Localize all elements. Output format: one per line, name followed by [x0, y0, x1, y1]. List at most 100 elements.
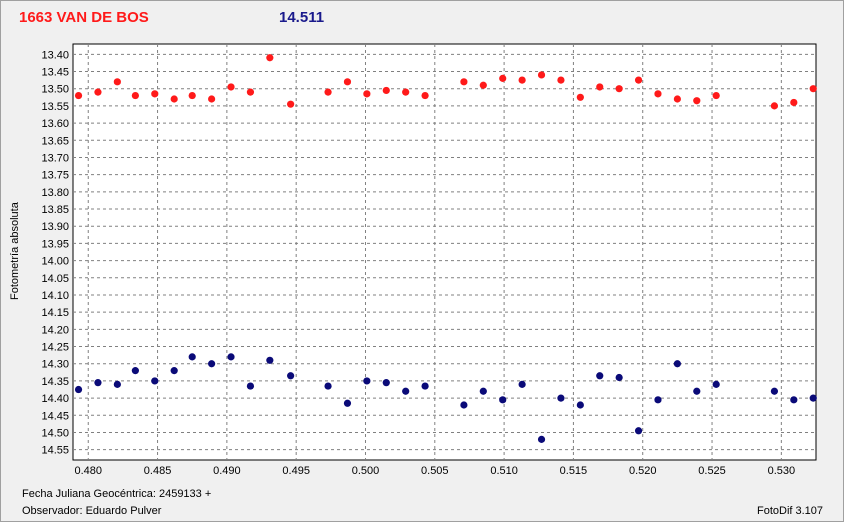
data-point: [382, 86, 390, 95]
data-point: [460, 401, 468, 409]
data-point: [654, 396, 662, 404]
data-point: [693, 387, 701, 395]
y-tick-label: 14.25: [41, 342, 69, 354]
x-tick-label: 0.510: [490, 465, 518, 477]
data-point: [74, 385, 83, 394]
y-tick-label: 14.55: [41, 445, 69, 457]
data-point: [634, 427, 643, 435]
y-tick-label: 13.90: [41, 221, 69, 233]
data-point: [576, 401, 584, 409]
y-tick-label: 14.40: [41, 393, 69, 405]
data-point: [343, 399, 352, 407]
data-point: [131, 367, 139, 375]
y-tick-label: 13.70: [41, 152, 69, 164]
data-point: [151, 377, 159, 385]
data-point: [421, 382, 429, 390]
x-tick-label: 0.530: [768, 465, 796, 477]
data-point: [537, 71, 546, 79]
y-tick-label: 13.50: [41, 84, 69, 96]
observer-label: Observador: Eduardo Pulver: [22, 505, 162, 517]
data-point: [208, 95, 216, 103]
data-point: [188, 91, 196, 100]
data-point: [227, 83, 235, 91]
x-axis-label: Fecha Juliana Geocéntrica: 2459133 +: [22, 488, 212, 500]
data-point: [131, 91, 139, 100]
data-point: [287, 100, 295, 108]
data-point: [673, 95, 681, 103]
data-point: [94, 88, 102, 96]
x-tick-label: 0.515: [560, 465, 588, 477]
tick-labels: 13.40 13.45 13.50 13.55 13.60 13.65 13.70 13.75…: [41, 49, 795, 477]
data-point: [518, 76, 526, 84]
x-tick-label: 0.485: [144, 465, 172, 477]
data-point: [208, 360, 216, 368]
data-point: [324, 88, 332, 96]
data-point: [712, 91, 720, 100]
data-point: [113, 380, 121, 388]
plot-area: [72, 43, 817, 461]
data-point: [634, 76, 643, 84]
data-point: [246, 88, 255, 96]
x-tick-label: 0.520: [629, 465, 657, 477]
data-point: [712, 380, 720, 388]
x-tick-label: 0.525: [698, 465, 726, 477]
data-point: [596, 372, 604, 380]
data-point: [94, 379, 102, 387]
y-tick-label: 14.30: [41, 359, 69, 371]
data-point: [537, 435, 546, 443]
data-point: [673, 360, 681, 368]
data-point: [479, 81, 487, 89]
y-tick-label: 14.10: [41, 290, 69, 302]
y-tick-label: 13.45: [41, 67, 69, 79]
y-tick-label: 13.60: [41, 118, 69, 130]
data-point: [576, 93, 584, 101]
grid-lines: [73, 44, 816, 460]
data-point: [287, 372, 295, 380]
y-tick-label: 13.40: [41, 49, 69, 61]
data-point: [246, 382, 255, 390]
y-tick-label: 13.75: [41, 170, 69, 182]
data-point: [343, 78, 352, 86]
data-point: [809, 394, 817, 402]
data-point: [227, 353, 235, 361]
data-point: [615, 85, 623, 93]
data-point: [790, 98, 798, 107]
data-point: [479, 387, 487, 395]
data-point: [654, 90, 662, 98]
data-point: [382, 379, 390, 387]
y-tick-label: 13.80: [41, 187, 69, 199]
data-point: [770, 387, 779, 395]
data-point: [596, 83, 604, 91]
y-tick-label: 13.65: [41, 135, 69, 147]
data-point: [170, 95, 178, 103]
y-tick-label: 14.50: [41, 427, 69, 439]
chart-subtitle-value: 14.511: [279, 9, 325, 26]
y-tick-label: 13.85: [41, 204, 69, 216]
y-axis-label: Fotometría absoluta: [9, 202, 21, 300]
y-tick-label: 14.20: [41, 324, 69, 336]
y-tick-label: 13.55: [41, 101, 69, 113]
data-point: [402, 88, 410, 96]
data-point: [499, 74, 507, 82]
data-point: [460, 78, 468, 86]
x-tick-label: 0.480: [74, 465, 102, 477]
y-tick-label: 14.00: [41, 256, 69, 268]
data-point: [499, 396, 507, 404]
data-point: [363, 90, 371, 98]
data-point: [188, 353, 196, 361]
y-tick-label: 14.35: [41, 376, 69, 388]
y-tick-label: 14.05: [41, 273, 69, 285]
data-point: [421, 91, 429, 100]
data-point: [363, 377, 371, 385]
data-point: [518, 380, 526, 388]
data-point: [170, 367, 178, 375]
data-point: [74, 91, 83, 100]
x-tick-label: 0.505: [421, 465, 449, 477]
data-point: [266, 356, 274, 364]
data-point: [790, 396, 798, 404]
data-point: [693, 97, 701, 105]
x-tick-label: 0.490: [213, 465, 241, 477]
software-label: FotoDif 3.107: [757, 505, 824, 517]
chart-title: 1663 VAN DE BOS: [19, 9, 149, 26]
